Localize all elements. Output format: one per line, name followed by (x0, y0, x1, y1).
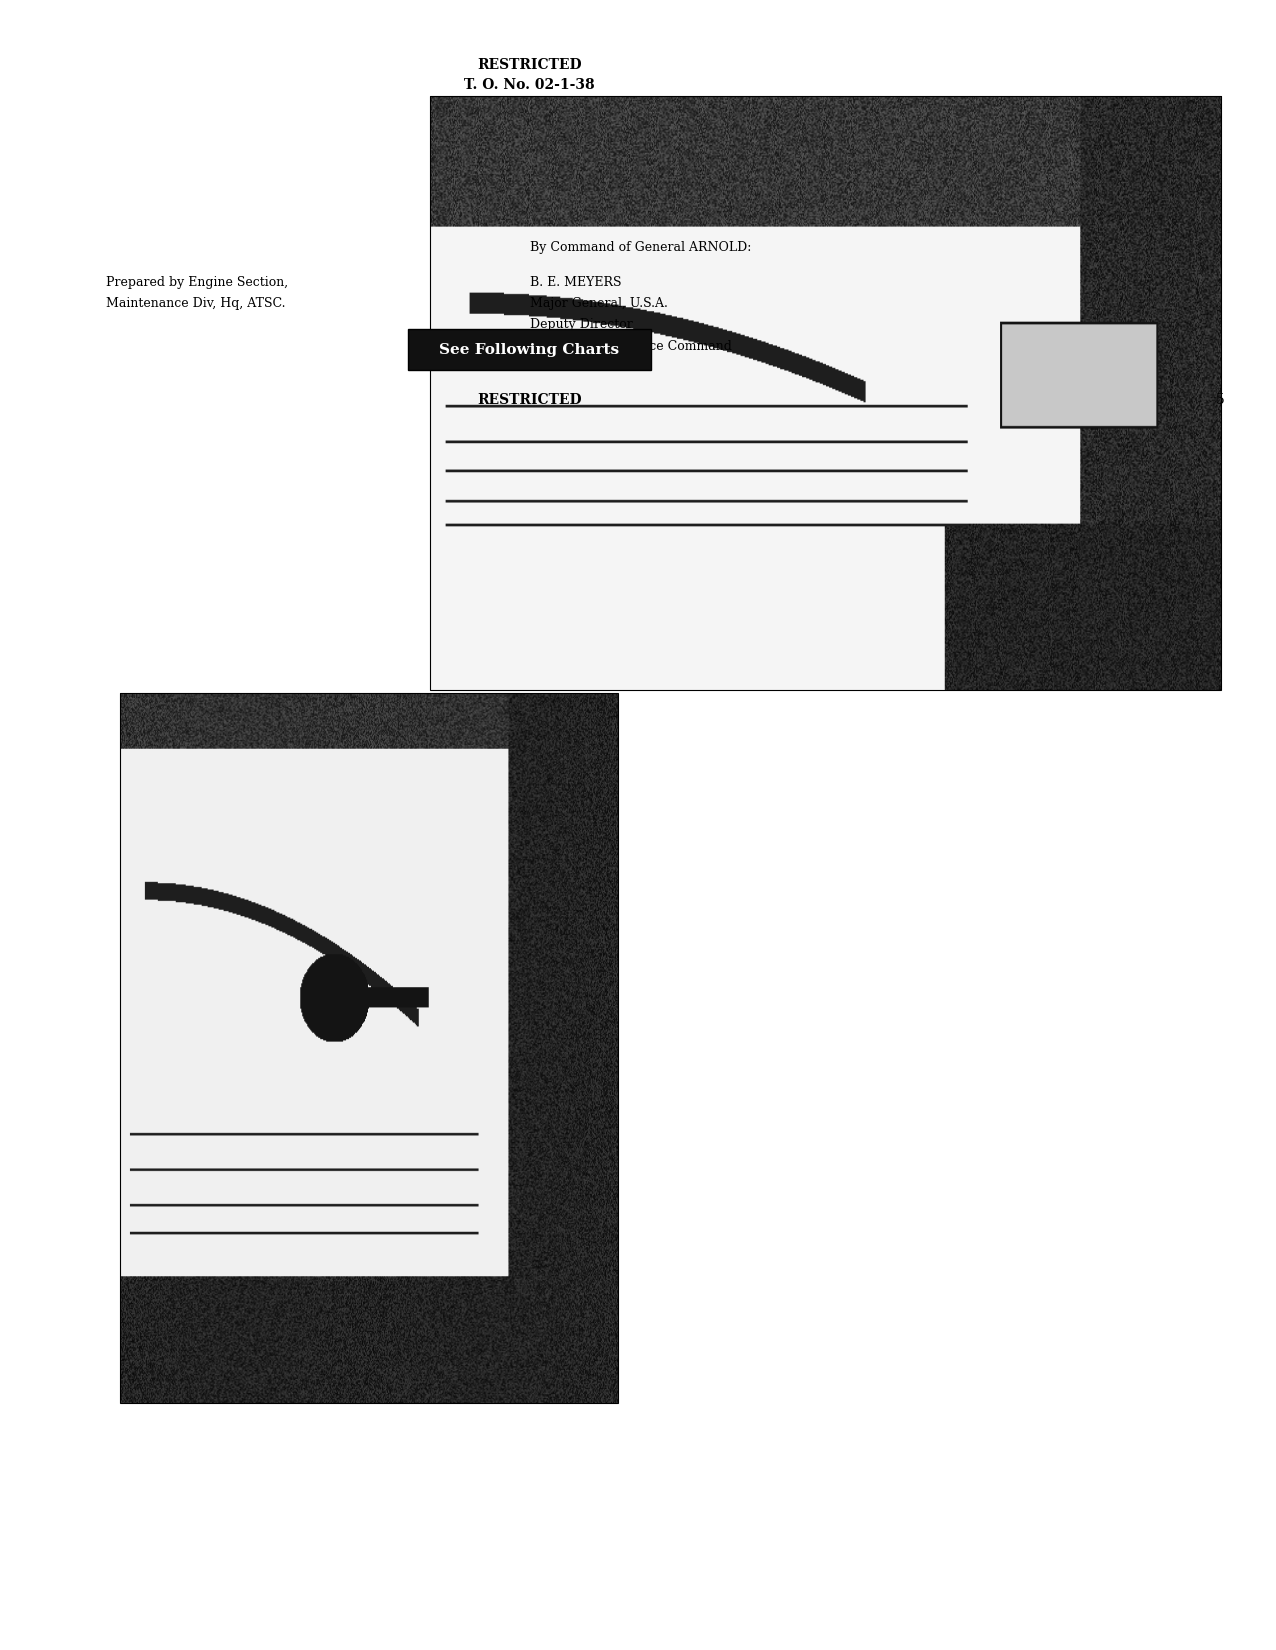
Text: Air Technical Service Command: Air Technical Service Command (530, 340, 732, 353)
Text: RESTRICTED: RESTRICTED (477, 58, 582, 71)
Text: Major General, U.S.A.: Major General, U.S.A. (530, 297, 667, 310)
Text: Maintenance Div, Hq, ATSC.: Maintenance Div, Hq, ATSC. (106, 297, 286, 310)
Text: By Command of General ARNOLD:: By Command of General ARNOLD: (530, 241, 750, 254)
Bar (120, 693, 618, 1402)
Text: See Following Charts: See Following Charts (439, 343, 620, 356)
Text: RESTRICTED: RESTRICTED (477, 393, 582, 406)
Text: Deputy Director: Deputy Director (530, 318, 633, 332)
Text: T. O. No. 02-1-38: T. O. No. 02-1-38 (464, 78, 595, 91)
Text: 5: 5 (1216, 393, 1225, 406)
Text: B. E. MEYERS: B. E. MEYERS (530, 276, 621, 289)
Bar (430, 96, 1221, 690)
Text: Prepared by Engine Section,: Prepared by Engine Section, (106, 276, 288, 289)
Bar (408, 330, 651, 370)
